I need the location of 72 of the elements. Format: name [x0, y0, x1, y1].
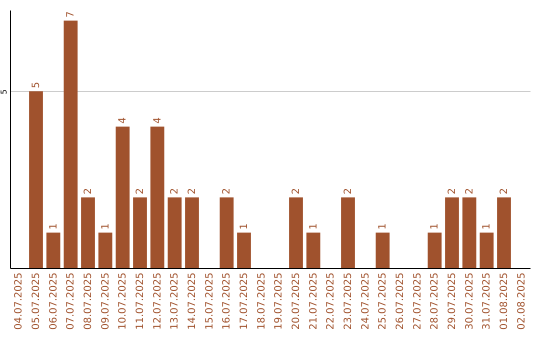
x-tick-label: 20.07.2025: [291, 272, 302, 330]
data-label: 1: [48, 223, 60, 230]
x-tick-label: 24.07.2025: [360, 272, 372, 330]
x-tick-label: 05.07.2025: [31, 272, 42, 330]
data-label: 2: [291, 188, 302, 194]
data-label: 2: [222, 188, 233, 194]
x-tick-label: 23.07.2025: [343, 272, 354, 330]
x-tick-label: 29.07.2025: [447, 272, 458, 330]
data-label: 1: [482, 223, 493, 230]
bar: [150, 126, 164, 268]
data-label: 2: [343, 188, 354, 194]
x-tick-label: 02.08.2025: [516, 272, 528, 330]
data-label: 2: [464, 188, 476, 194]
data-label: 1: [308, 223, 320, 230]
bar: [46, 232, 60, 268]
x-tick-label: 09.07.2025: [100, 272, 112, 330]
data-label: 2: [135, 188, 146, 194]
data-label: 2: [170, 188, 181, 194]
data-label: 2: [447, 188, 458, 194]
x-tick-label: 28.07.2025: [430, 272, 441, 330]
x-tick-label: 25.07.2025: [378, 272, 389, 330]
data-label: 5: [31, 82, 42, 88]
x-tick-label: 21.07.2025: [308, 272, 320, 330]
x-tick-label: 26.07.2025: [395, 272, 406, 330]
x-tick-label: 30.07.2025: [464, 272, 476, 330]
bar: [289, 197, 303, 268]
x-tick-label: 04.07.2025: [14, 272, 25, 330]
bar: [116, 126, 130, 268]
bar: [133, 197, 147, 268]
bar: [306, 232, 320, 268]
data-label: 4: [152, 117, 164, 124]
bar: [64, 20, 78, 268]
data-label: 2: [187, 188, 198, 194]
data-label: 1: [430, 223, 441, 230]
data-label: 2: [83, 188, 94, 194]
x-tick-label: 06.07.2025: [48, 272, 60, 330]
x-tick-label: 01.08.2025: [499, 272, 510, 330]
x-tick-label: 16.07.2025: [222, 272, 233, 330]
bar: [29, 91, 43, 268]
bar: [98, 232, 112, 268]
bar: [81, 197, 95, 268]
x-tick-label: 12.07.2025: [152, 272, 164, 330]
data-label: 4: [118, 117, 129, 124]
data-label: 1: [239, 223, 250, 230]
bar: [480, 232, 494, 268]
bar: [428, 232, 442, 268]
x-tick-label: 17.07.2025: [239, 272, 250, 330]
x-tick-label: 08.07.2025: [83, 272, 94, 330]
x-tick-label: 07.07.2025: [66, 272, 77, 330]
data-label: 2: [499, 188, 510, 194]
bar: [376, 232, 390, 268]
x-tick-label: 22.07.2025: [326, 272, 337, 330]
x-tick-label: 18.07.2025: [256, 272, 268, 330]
bar: [168, 197, 182, 268]
x-tick-label: 27.07.2025: [412, 272, 424, 330]
bar: [220, 197, 234, 268]
data-label: 1: [378, 223, 389, 230]
data-label: 7: [66, 11, 77, 18]
x-tick-label: 19.07.2025: [274, 272, 285, 330]
bar: [185, 197, 199, 268]
x-tick-label: 11.07.2025: [135, 272, 146, 330]
x-tick-label: 13.07.2025: [170, 272, 181, 330]
bar: [341, 197, 355, 268]
bar: [237, 232, 251, 268]
x-tick-label: 15.07.2025: [204, 272, 216, 330]
x-tick-label: 10.07.2025: [118, 272, 129, 330]
bar: [445, 197, 459, 268]
bar: [462, 197, 476, 268]
data-label: 1: [100, 223, 112, 230]
bar: [497, 197, 511, 268]
x-tick-label: 31.07.2025: [482, 272, 493, 330]
x-tick-label: 14.07.2025: [187, 272, 198, 330]
